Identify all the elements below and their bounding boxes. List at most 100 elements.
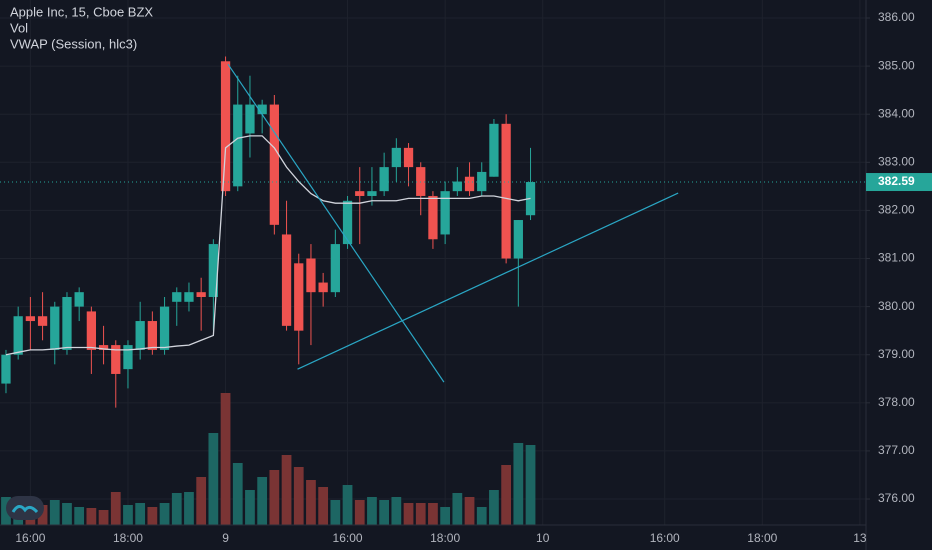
x-tick-label: 16:00 bbox=[650, 531, 680, 545]
candle-body bbox=[135, 321, 145, 350]
y-tick-label: 376.00 bbox=[878, 491, 915, 505]
volume-bar bbox=[513, 443, 524, 525]
candle-body bbox=[464, 176, 475, 192]
candle-body bbox=[452, 181, 462, 192]
x-tick-label: 18:00 bbox=[430, 531, 460, 545]
y-tick-label: 382.00 bbox=[878, 203, 915, 217]
legend-indicator: Vol bbox=[10, 20, 28, 35]
candle-body bbox=[318, 282, 328, 293]
volume-bar bbox=[330, 500, 341, 525]
volume-bar bbox=[123, 505, 133, 525]
x-tick-label: 9 bbox=[222, 531, 229, 545]
volume-bar bbox=[98, 510, 109, 525]
trend-line bbox=[227, 63, 445, 383]
candle-body bbox=[74, 292, 84, 307]
candle-body bbox=[403, 147, 414, 168]
volume-bar bbox=[489, 490, 499, 525]
x-tick-label: 18:00 bbox=[113, 531, 143, 545]
y-tick-label: 380.00 bbox=[878, 299, 915, 313]
candle-body bbox=[159, 306, 170, 350]
candle-body bbox=[306, 258, 316, 293]
candle-body bbox=[245, 104, 255, 134]
candle-body bbox=[257, 104, 267, 115]
volume-bar bbox=[49, 500, 60, 525]
volume-bar bbox=[110, 492, 121, 525]
volume-bar bbox=[147, 507, 158, 525]
candle-body bbox=[281, 234, 292, 326]
candle-body bbox=[379, 167, 389, 192]
vwap-line bbox=[5, 135, 531, 356]
volume-bar bbox=[171, 493, 182, 525]
volume-bar bbox=[135, 503, 146, 525]
y-tick-label: 386.00 bbox=[878, 10, 915, 24]
candle-body bbox=[330, 244, 340, 293]
x-tick-label: 16:00 bbox=[15, 531, 45, 545]
volume-bar bbox=[476, 507, 487, 525]
volume-pane bbox=[1, 393, 536, 525]
volume-bar bbox=[415, 503, 426, 525]
volume-bar bbox=[37, 505, 48, 525]
candle-body bbox=[513, 220, 523, 259]
volume-bar bbox=[269, 470, 280, 525]
plot bbox=[0, 56, 866, 408]
candle-body bbox=[98, 345, 109, 350]
volume-bar bbox=[281, 455, 292, 525]
candle-body bbox=[489, 123, 499, 177]
y-tick-label: 384.00 bbox=[878, 106, 915, 120]
axes: 376.00 377.00 378.00 379.00 380.00 381.00 382.… bbox=[15, 10, 932, 545]
y-tick-label: 381.00 bbox=[878, 251, 915, 265]
candle-body bbox=[342, 200, 353, 245]
candle-body bbox=[208, 244, 218, 297]
volume-bar bbox=[257, 477, 268, 525]
candle-body bbox=[37, 316, 48, 326]
volume-bar bbox=[293, 467, 304, 525]
volume-bar bbox=[464, 497, 475, 525]
y-tick-label: 378.00 bbox=[878, 395, 915, 409]
x-tick-label: 16:00 bbox=[333, 531, 363, 545]
candle-body bbox=[196, 292, 206, 297]
candle-body bbox=[123, 345, 133, 370]
y-tick-label: 377.00 bbox=[878, 443, 915, 457]
volume-bar bbox=[208, 433, 219, 525]
x-tick-label: 13 bbox=[853, 531, 867, 545]
candle-body bbox=[367, 191, 377, 196]
candle-body bbox=[147, 321, 157, 350]
candle-body bbox=[50, 306, 60, 350]
volume-bar bbox=[367, 497, 377, 525]
volume-bar bbox=[452, 493, 463, 525]
candle-body bbox=[13, 316, 23, 355]
candle-body bbox=[86, 311, 97, 350]
volume-bar bbox=[245, 490, 255, 525]
volume-bar bbox=[62, 503, 72, 525]
volume-bar bbox=[196, 477, 207, 525]
volume-bar bbox=[232, 463, 243, 525]
volume-bar bbox=[342, 485, 353, 525]
volume-bar bbox=[354, 500, 365, 525]
candle-body bbox=[269, 104, 279, 225]
volume-bar bbox=[220, 393, 231, 525]
candle-body bbox=[391, 147, 401, 168]
y-tick-label: 383.00 bbox=[878, 154, 915, 168]
volume-bar bbox=[306, 480, 316, 525]
volume-bar bbox=[184, 492, 194, 525]
candle-body bbox=[233, 104, 243, 187]
trend-line bbox=[297, 192, 679, 370]
candle-body bbox=[428, 195, 438, 240]
y-tick-label: 379.00 bbox=[878, 347, 915, 361]
volume-bar bbox=[501, 465, 512, 525]
logo bbox=[6, 496, 44, 520]
legend-indicator: VWAP (Session, hlc3) bbox=[10, 36, 137, 51]
candle-body bbox=[62, 296, 72, 350]
candle-body bbox=[355, 191, 365, 196]
candle-body bbox=[184, 292, 194, 302]
volume-bar bbox=[1, 497, 11, 525]
x-tick-label: 10 bbox=[536, 531, 550, 545]
last-price-label: 382.59 bbox=[878, 174, 915, 188]
volume-bar bbox=[428, 503, 438, 525]
volume-bar bbox=[403, 503, 414, 525]
candle-body bbox=[1, 354, 11, 384]
candle-body bbox=[440, 191, 450, 235]
candle-body bbox=[477, 171, 487, 192]
